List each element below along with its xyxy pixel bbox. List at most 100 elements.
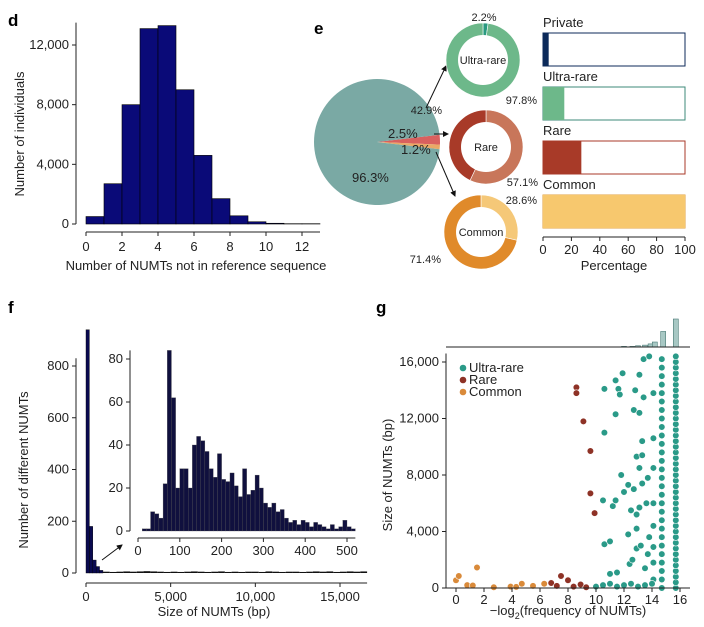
histogram-bar [143, 571, 151, 573]
inset-x-tick-label: 100 [169, 543, 191, 558]
inset-y-tick-label: 60 [109, 394, 123, 409]
scatter-point-ultra-rare [658, 423, 666, 431]
scatter-point-ultra-rare [658, 567, 666, 575]
inset-x-tick-label: 300 [253, 543, 275, 558]
inset-bar [351, 528, 356, 532]
histogram-bar [251, 571, 259, 573]
histogram-bar [157, 571, 164, 573]
histogram-bar [333, 571, 340, 573]
scatter-point-ultra-rare [620, 488, 628, 496]
inset-bar [292, 520, 297, 532]
inset-bar [179, 468, 185, 532]
x-tick-label: 5,000 [154, 589, 187, 604]
scatter-point-ultra-rare [658, 508, 666, 516]
scatter-point-ultra-rare [672, 352, 680, 360]
inset-bar [321, 526, 327, 532]
panel-label-e: e [314, 19, 323, 38]
inset-bar [208, 468, 214, 532]
donut-percent-label: 57.1% [507, 177, 538, 189]
scatter-point-ultra-rare [641, 581, 649, 589]
scatter-point-ultra-rare [635, 371, 644, 379]
histogram-bar [299, 571, 307, 573]
inset-bar [296, 524, 302, 532]
pie-label: 96.3% [352, 170, 389, 185]
x-tick-label: 4 [508, 592, 515, 607]
donut-hole [458, 35, 508, 85]
histogram-bar [123, 571, 131, 573]
scatter-point-common [540, 580, 548, 588]
scatter-point-ultra-rare [658, 516, 666, 524]
donut-hole [461, 122, 511, 172]
scatter-point-ultra-rare [606, 580, 614, 588]
scatter-point-ultra-rare [630, 485, 638, 493]
donut-percent-label: 2.2% [471, 12, 496, 24]
donut-ultra-rare: Ultra-rare [445, 22, 521, 98]
panel-e: Percentage 96.3% 2.5%1.2% Ultra-rare Rare Co… [314, 12, 696, 273]
histogram-bar [85, 329, 90, 574]
x-label-pre: −log [490, 603, 515, 618]
scatter-point-ultra-rare [606, 537, 614, 545]
legend-label: Ultra-rare [469, 360, 524, 375]
scatter-point-ultra-rare [658, 389, 666, 397]
x-tick-label: 80 [649, 242, 663, 257]
scatter-point-ultra-rare [658, 465, 666, 473]
bar-fill [543, 33, 549, 66]
inset-bar [175, 487, 180, 532]
donut-hole [456, 207, 506, 257]
scatter-point-common [455, 572, 463, 580]
histogram-bar [265, 571, 273, 573]
x-tick-label: 2 [480, 592, 487, 607]
scatter-point-rare [547, 579, 555, 587]
panel-g: −log2(frequency of NUMTs) Size of NUMTs … [380, 318, 690, 621]
scatter-point-rare [564, 576, 572, 584]
pie-label: 2.5% [388, 126, 418, 141]
inset-bar [338, 526, 343, 532]
scatter-point-ultra-rare [600, 540, 609, 548]
histogram-bar [163, 571, 171, 573]
scatter-point-ultra-rare [658, 542, 666, 550]
x-tick-label: 12 [617, 592, 631, 607]
histogram-bar [103, 183, 123, 225]
inset-bar [213, 477, 218, 532]
y-axis-label: Number of individuals [12, 71, 27, 197]
histogram-bar [175, 89, 195, 225]
scatter-point-ultra-rare [641, 564, 649, 572]
scatter-point-ultra-rare [658, 431, 666, 440]
inset-bar [300, 520, 306, 532]
histogram-bar [258, 571, 266, 573]
x-tick-label: 4 [154, 239, 161, 254]
histogram-bar [85, 216, 105, 225]
inset-bar [150, 511, 155, 532]
bar-fill [543, 141, 582, 174]
donut-center-label: Rare [474, 142, 498, 154]
donut-rare: Rare [448, 109, 524, 185]
scatter-point-ultra-rare [638, 451, 646, 459]
inset-bar [229, 472, 235, 532]
donut-percent-label: 28.6% [506, 195, 537, 207]
histogram-bar [121, 104, 141, 225]
bar-fill [543, 195, 685, 228]
marginal-bar [660, 331, 667, 348]
histogram-bar [150, 571, 158, 573]
inset-y-tick-label: 20 [109, 480, 123, 495]
scatter-point-ultra-rare [649, 464, 658, 472]
histogram-bar [218, 571, 225, 573]
histogram-bar [229, 215, 249, 225]
scatter-point-ultra-rare [645, 533, 653, 541]
bar-fill [543, 87, 565, 120]
inset-bar [225, 481, 231, 532]
inset-bar [200, 440, 206, 532]
histogram-bar [306, 571, 313, 573]
inset-bar [146, 528, 151, 532]
inset-bar [284, 517, 289, 532]
scatter-point-ultra-rare [649, 543, 658, 551]
x-tick-label: 100 [674, 242, 696, 257]
x-tick-label: 12 [295, 239, 309, 254]
legend-marker [459, 376, 467, 384]
inset-bar [317, 524, 323, 532]
scatter-point-ultra-rare [658, 397, 666, 406]
y-tick-label: 4,000 [406, 524, 439, 539]
scatter-point-ultra-rare [618, 369, 627, 377]
scatter-point-ultra-rare [658, 355, 666, 363]
histogram-bar [197, 571, 205, 573]
